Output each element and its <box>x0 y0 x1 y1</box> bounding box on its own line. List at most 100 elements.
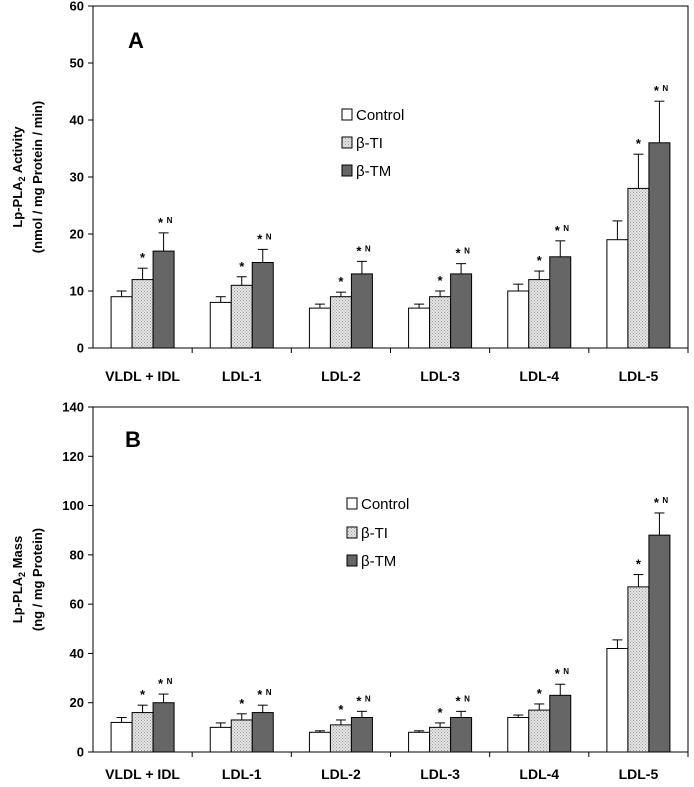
bar-ti <box>230 284 253 349</box>
legend-swatch <box>346 526 358 539</box>
bar-tm <box>152 702 175 753</box>
bar-ti <box>329 296 352 349</box>
x-tick-label: LDL-2 <box>321 766 361 782</box>
x-tick-label: LDL-4 <box>519 766 559 782</box>
bar-tm <box>648 142 671 349</box>
bar-control <box>408 731 431 753</box>
significance-star: * <box>140 250 146 265</box>
significance-star: * <box>537 686 543 701</box>
y-tick-label: 60 <box>70 597 84 612</box>
significance-n: N <box>563 224 569 233</box>
significance-star: * <box>456 693 462 708</box>
y-axis-label: Lp-PLA2 Mass <box>10 536 27 623</box>
significance-n: N <box>167 677 173 686</box>
chart-panel-a: 0 10 20 30 40 50 60 Lp-PLA2 Activity (nmol / mg … <box>10 0 689 384</box>
x-tick-label: LDL-3 <box>420 368 460 384</box>
significance-n: N <box>167 216 173 225</box>
bar-ti <box>429 726 452 753</box>
bar-ti <box>230 719 253 753</box>
bar-control <box>110 296 133 349</box>
x-tick-label: LDL-4 <box>519 368 559 384</box>
significance-star: * <box>356 243 362 258</box>
significance-star: * <box>356 693 362 708</box>
y-tick-label: 10 <box>70 284 84 299</box>
legend-label: Control <box>356 107 404 124</box>
significance-star: * <box>555 223 561 238</box>
significance-star: * <box>636 557 642 572</box>
y-tick-label: 80 <box>70 547 84 562</box>
bar-ti <box>627 187 650 349</box>
legend-label: β-TM <box>361 553 396 570</box>
x-tick-label: LDL-3 <box>420 766 460 782</box>
significance-n: N <box>662 84 668 93</box>
y-tick-label: 50 <box>70 56 84 71</box>
y-tick-label: 140 <box>62 400 84 415</box>
bar-control <box>308 307 331 349</box>
bar-control <box>606 648 629 753</box>
bar-ti <box>131 712 154 753</box>
bar-ti <box>131 279 154 349</box>
bar-tm <box>152 250 175 349</box>
significance-star: * <box>537 253 543 268</box>
significance-star: * <box>438 273 444 288</box>
bar-control <box>209 301 232 349</box>
legend-swatch <box>346 497 358 510</box>
y-tick-label: 120 <box>62 449 84 464</box>
x-tick-label: LDL-5 <box>619 368 659 384</box>
bar-control <box>110 721 133 753</box>
y-axis-label-units: (nmol / mg Protein / min) <box>30 101 45 253</box>
y-tick-label: 20 <box>70 695 84 710</box>
bar-tm <box>251 262 274 349</box>
bar-ti <box>528 709 551 753</box>
significance-star: * <box>140 687 146 702</box>
y-tick-label: 30 <box>70 170 84 185</box>
legend-swatch <box>341 136 353 149</box>
significance-star: * <box>654 83 660 98</box>
bar-control <box>209 726 232 753</box>
bar-control <box>408 307 431 349</box>
significance-star: * <box>555 666 561 681</box>
significance-star: * <box>636 136 642 151</box>
significance-star: * <box>456 246 462 261</box>
bar-tm <box>450 273 473 349</box>
bar-control <box>308 731 331 753</box>
significance-n: N <box>662 496 668 505</box>
significance-n: N <box>266 232 272 241</box>
bar-tm <box>251 712 274 753</box>
bar-tm <box>350 273 373 349</box>
y-tick-label: 40 <box>70 646 84 661</box>
legend-label: β-TM <box>356 163 391 180</box>
panel-label: B <box>125 427 141 452</box>
y-axis-label: Lp-PLA2 Activity <box>10 126 27 228</box>
significance-n: N <box>464 247 470 256</box>
y-tick-label: 20 <box>70 227 84 242</box>
panel-label: A <box>128 28 144 53</box>
significance-star: * <box>257 231 263 246</box>
significance-star: * <box>239 696 245 711</box>
x-tick-label: LDL-1 <box>222 766 262 782</box>
significance-star: * <box>438 705 444 720</box>
bar-control <box>507 717 530 753</box>
x-tick-label: LDL-5 <box>619 766 659 782</box>
y-tick-label: 60 <box>70 0 84 14</box>
x-tick-label: LDL-2 <box>321 368 361 384</box>
legend-label: β-TI <box>356 135 383 152</box>
bar-tm <box>549 256 572 349</box>
x-tick-label: VLDL + IDL <box>105 766 180 782</box>
chart-panel-b: 0 20 40 60 80 100 120 140 Lp-PLA2 Mass (ng / mg P… <box>10 400 689 782</box>
y-tick-label: 40 <box>70 113 84 128</box>
significance-n: N <box>266 688 272 697</box>
legend-swatch <box>341 164 353 177</box>
bar-tm <box>549 694 572 753</box>
significance-n: N <box>464 694 470 703</box>
significance-n: N <box>365 244 371 253</box>
significance-star: * <box>338 702 344 717</box>
significance-star: * <box>257 687 263 702</box>
bar-tm <box>648 534 671 753</box>
bar-ti <box>429 296 452 349</box>
y-tick-label: 0 <box>77 341 84 356</box>
significance-star: * <box>654 495 660 510</box>
bar-ti <box>528 279 551 349</box>
x-tick-label: LDL-1 <box>222 368 262 384</box>
